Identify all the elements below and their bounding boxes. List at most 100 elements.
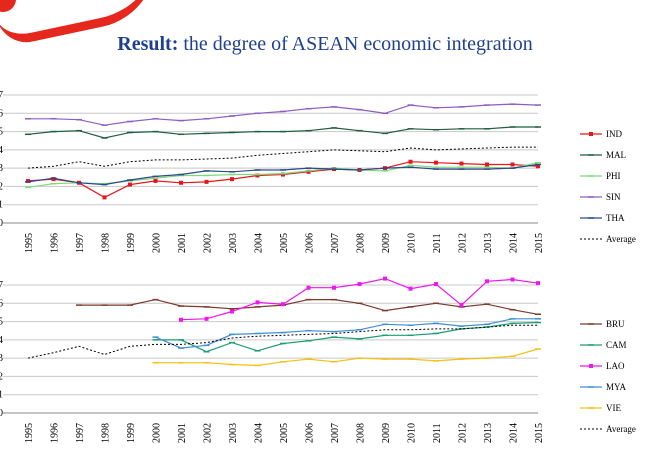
legend-label-vie: VIE xyxy=(606,403,621,413)
data-point xyxy=(26,178,30,183)
x-tick-label: 2000 xyxy=(152,233,163,253)
y-tick-label: 7 xyxy=(0,90,3,101)
legend-label-cam: CAM xyxy=(606,340,627,350)
x-tick-label: 2012 xyxy=(458,423,469,443)
y-tick-label: 2 xyxy=(0,371,3,382)
data-point xyxy=(485,279,489,284)
legend-marker xyxy=(589,364,593,368)
y-tick-label: 6 xyxy=(0,108,3,119)
x-tick-label: 2014 xyxy=(509,423,520,443)
x-tick-label: 2000 xyxy=(152,423,163,443)
chart-asean-top: 0 1 2 3 4 5 6 7 1995 1996 1997 1998 1999 2000 2001 2002… xyxy=(0,90,636,253)
x-tick-label: 2008 xyxy=(356,233,367,253)
legend-label-mya: MYA xyxy=(606,382,627,392)
x-tick-label: 2002 xyxy=(203,233,214,253)
y-tick-label: 2 xyxy=(0,181,3,192)
data-point xyxy=(459,303,464,308)
x-tick-label: 2013 xyxy=(483,233,494,253)
x-tick-label: 2001 xyxy=(177,423,188,443)
data-point xyxy=(536,281,540,286)
slide-title: Result: the degree of ASEAN economic int… xyxy=(0,33,650,56)
y-tick-label: 1 xyxy=(0,200,3,211)
series-line-average xyxy=(27,324,538,359)
x-tick-label: 2009 xyxy=(381,423,392,443)
x-tick-label: 2010 xyxy=(407,233,418,253)
data-point xyxy=(434,282,438,287)
x-tick-label: 2003 xyxy=(228,233,239,253)
data-point xyxy=(230,309,234,314)
x-tick-label: 2010 xyxy=(407,423,418,443)
legend-label-average: Average xyxy=(606,234,636,244)
x-tick-label: 1997 xyxy=(75,423,86,443)
x-tick-label: 2003 xyxy=(228,423,239,443)
data-point xyxy=(357,282,362,287)
y-tick-label: 5 xyxy=(0,317,3,328)
series-line-mya xyxy=(155,318,538,349)
x-tick-label: 1996 xyxy=(50,233,61,253)
x-tick-label: 2007 xyxy=(330,423,341,443)
series-line-average xyxy=(27,146,538,169)
y-tick-label: 7 xyxy=(0,280,3,291)
x-tick-label: 2004 xyxy=(254,233,265,253)
x-tick-label: 2002 xyxy=(203,423,214,443)
series-line-vie xyxy=(155,348,539,367)
legend-label-bru: BRU xyxy=(606,319,625,329)
x-tick-label: 1999 xyxy=(126,233,137,253)
data-point xyxy=(281,302,285,307)
data-point xyxy=(255,173,260,178)
data-point xyxy=(128,182,132,187)
legend-label-sin: SIN xyxy=(606,192,621,202)
data-point xyxy=(408,159,413,164)
legend-label-average: Average xyxy=(606,424,636,434)
data-point xyxy=(230,177,234,182)
y-tick-label: 6 xyxy=(0,298,3,309)
series-line-bru xyxy=(79,298,539,315)
x-tick-label: 2006 xyxy=(305,423,316,443)
x-tick-label: 2001 xyxy=(177,233,188,253)
x-tick-label: 1998 xyxy=(101,423,112,443)
legend-label-mal: MAL xyxy=(606,150,626,160)
slide-title-rest: the degree of ASEAN economic integration xyxy=(178,33,533,55)
data-point xyxy=(102,195,107,200)
x-tick-label: 2009 xyxy=(381,233,392,253)
data-point xyxy=(510,162,515,167)
x-tick-label: 1995 xyxy=(24,233,35,253)
x-tick-label: 1995 xyxy=(24,423,35,443)
x-tick-label: 2008 xyxy=(356,423,367,443)
data-point xyxy=(510,277,515,282)
x-tick-label: 2005 xyxy=(279,233,290,253)
data-point xyxy=(179,180,183,185)
x-tick-label: 1999 xyxy=(126,423,137,443)
x-tick-label: 1997 xyxy=(75,233,86,253)
y-tick-label: 1 xyxy=(0,390,3,401)
data-point xyxy=(536,164,540,169)
series-line-cam xyxy=(155,321,539,353)
x-tick-label: 2015 xyxy=(534,233,545,253)
slide-title-bold: Result: xyxy=(117,33,179,55)
legend-label-phi: PHI xyxy=(606,171,621,181)
data-point xyxy=(306,169,311,174)
data-point xyxy=(51,177,56,182)
data-point xyxy=(459,161,464,166)
legend-label-ind: IND xyxy=(606,129,622,139)
data-point xyxy=(255,300,260,305)
legend-label-tha: THA xyxy=(606,213,625,223)
data-point xyxy=(281,172,285,177)
x-tick-label: 2015 xyxy=(534,423,545,443)
x-tick-label: 2004 xyxy=(254,423,265,443)
x-tick-label: 2006 xyxy=(305,233,316,253)
legend-label-lao: LAO xyxy=(606,361,625,371)
x-tick-label: 2011 xyxy=(432,423,443,443)
data-point xyxy=(153,178,158,183)
data-point xyxy=(408,286,413,291)
x-tick-label: 2014 xyxy=(509,233,520,253)
y-tick-label: 3 xyxy=(0,163,3,174)
x-tick-label: 2012 xyxy=(458,233,469,253)
data-point xyxy=(306,285,311,290)
data-point xyxy=(332,285,336,290)
y-tick-label: 3 xyxy=(0,353,3,364)
data-point xyxy=(179,317,183,322)
y-tick-label: 4 xyxy=(0,335,3,346)
data-point xyxy=(485,162,489,167)
data-point xyxy=(383,276,387,281)
